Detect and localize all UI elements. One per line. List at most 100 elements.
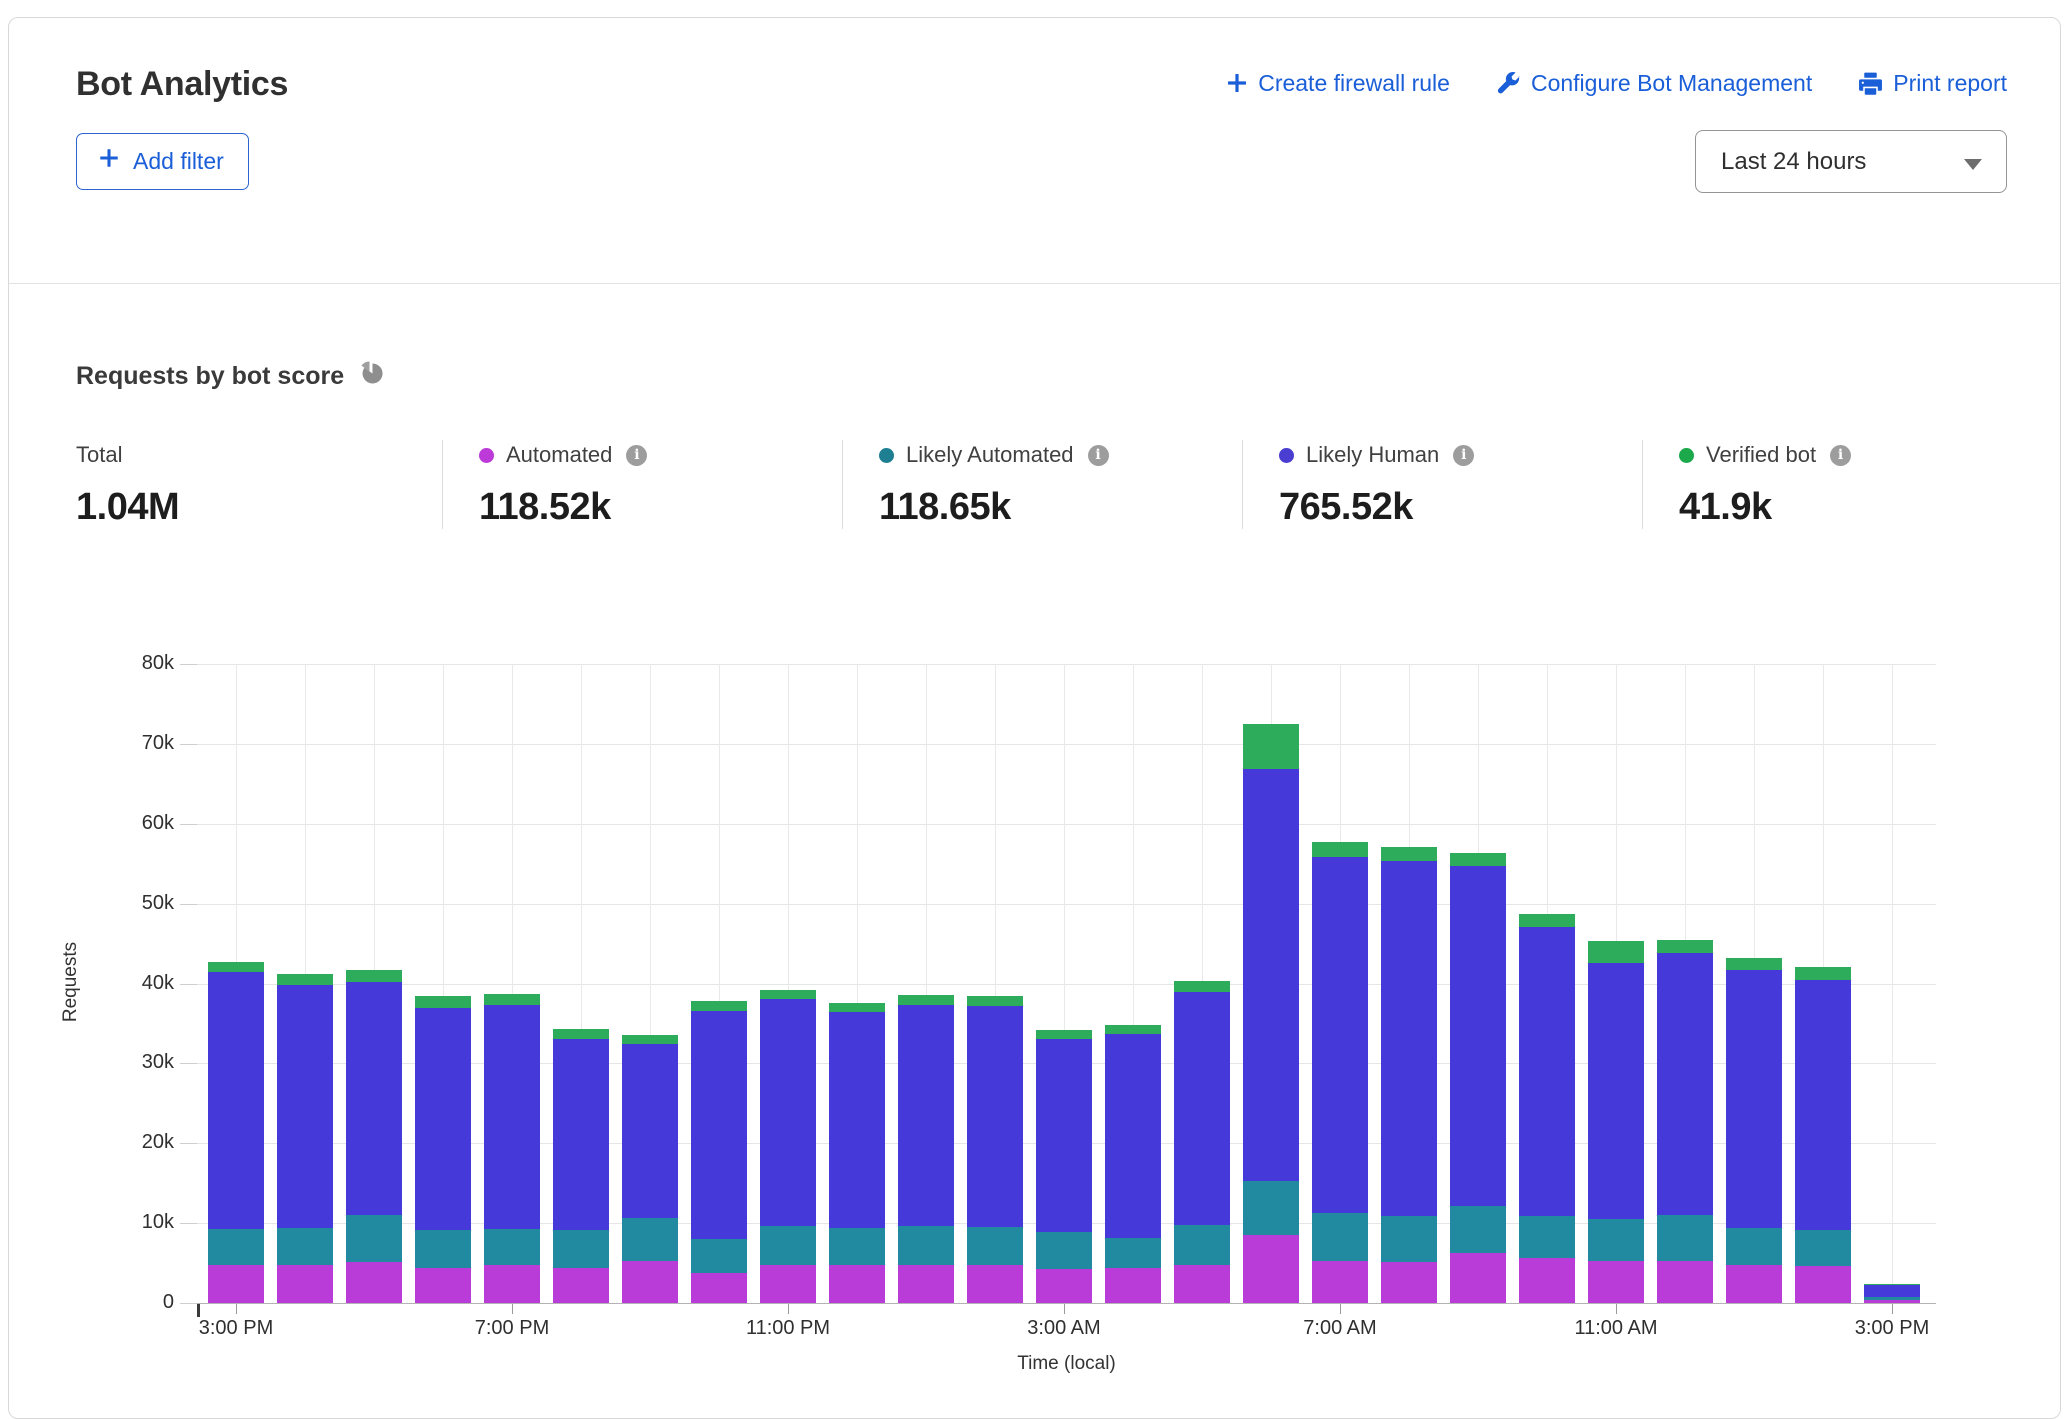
bar-segment-likely-automated[interactable] xyxy=(1174,1225,1230,1266)
bar-9-00-am[interactable] xyxy=(1450,853,1506,1303)
bar-6-00-am[interactable] xyxy=(1243,724,1299,1303)
bar-segment-likely-automated[interactable] xyxy=(967,1227,1023,1265)
bar-segment-automated[interactable] xyxy=(760,1265,816,1303)
bar-segment-likely-automated[interactable] xyxy=(553,1230,609,1268)
bar-segment-likely-automated[interactable] xyxy=(1243,1181,1299,1235)
bar-segment-likely-human[interactable] xyxy=(1105,1034,1161,1238)
bar-segment-likely-automated[interactable] xyxy=(1105,1238,1161,1268)
bar-segment-likely-human[interactable] xyxy=(1036,1039,1092,1232)
bar-segment-automated[interactable] xyxy=(1726,1265,1782,1303)
bar-segment-likely-human[interactable] xyxy=(1795,980,1851,1229)
bar-9-00-pm[interactable] xyxy=(622,1035,678,1303)
bar-segment-likely-human[interactable] xyxy=(208,972,264,1229)
bar-segment-likely-human[interactable] xyxy=(484,1005,540,1229)
bar-segment-verified-bot[interactable] xyxy=(1657,940,1713,954)
bar-segment-likely-automated[interactable] xyxy=(277,1228,333,1265)
bar-segment-likely-automated[interactable] xyxy=(1450,1206,1506,1253)
info-icon[interactable]: i xyxy=(1830,445,1851,466)
bar-segment-verified-bot[interactable] xyxy=(622,1035,678,1044)
bar-8-00-pm[interactable] xyxy=(553,1029,609,1303)
bar-segment-verified-bot[interactable] xyxy=(691,1001,747,1011)
bar-3-00-pm[interactable] xyxy=(1864,1284,1920,1303)
bar-segment-likely-automated[interactable] xyxy=(898,1226,954,1264)
bar-segment-verified-bot[interactable] xyxy=(1795,967,1851,981)
bar-segment-likely-human[interactable] xyxy=(1381,861,1437,1216)
bar-segment-likely-automated[interactable] xyxy=(1657,1215,1713,1261)
bar-7-00-am[interactable] xyxy=(1312,842,1368,1303)
bar-segment-verified-bot[interactable] xyxy=(553,1029,609,1039)
bar-segment-automated[interactable] xyxy=(1795,1266,1851,1303)
bar-segment-likely-automated[interactable] xyxy=(1312,1213,1368,1262)
bar-segment-verified-bot[interactable] xyxy=(760,990,816,999)
bar-3-00-pm[interactable] xyxy=(208,962,264,1303)
time-range-select[interactable]: Last 24 hours xyxy=(1695,130,2007,193)
bar-segment-likely-automated[interactable] xyxy=(1519,1216,1575,1258)
bar-segment-likely-human[interactable] xyxy=(1243,769,1299,1181)
bar-segment-likely-automated[interactable] xyxy=(484,1229,540,1266)
bar-segment-verified-bot[interactable] xyxy=(1036,1030,1092,1040)
bar-segment-likely-human[interactable] xyxy=(553,1039,609,1230)
bar-segment-verified-bot[interactable] xyxy=(415,996,471,1008)
bar-4-00-pm[interactable] xyxy=(277,974,333,1303)
bar-segment-verified-bot[interactable] xyxy=(1174,981,1230,991)
bar-segment-automated[interactable] xyxy=(1657,1261,1713,1303)
bar-segment-likely-human[interactable] xyxy=(1657,953,1713,1215)
bar-segment-likely-automated[interactable] xyxy=(415,1230,471,1268)
bar-segment-verified-bot[interactable] xyxy=(484,994,540,1005)
bar-segment-verified-bot[interactable] xyxy=(1312,842,1368,856)
bar-segment-likely-human[interactable] xyxy=(829,1012,885,1228)
bar-segment-verified-bot[interactable] xyxy=(1450,853,1506,866)
bar-segment-automated[interactable] xyxy=(1450,1253,1506,1303)
print-report-link[interactable]: Print report xyxy=(1858,68,2007,98)
bar-segment-likely-automated[interactable] xyxy=(829,1228,885,1265)
bar-segment-verified-bot[interactable] xyxy=(898,995,954,1005)
bar-segment-automated[interactable] xyxy=(484,1265,540,1303)
bar-segment-verified-bot[interactable] xyxy=(346,970,402,982)
bar-segment-likely-automated[interactable] xyxy=(1588,1219,1644,1261)
bar-7-00-pm[interactable] xyxy=(484,994,540,1303)
bar-segment-likely-human[interactable] xyxy=(346,982,402,1215)
bar-segment-automated[interactable] xyxy=(1036,1269,1092,1303)
bar-segment-automated[interactable] xyxy=(829,1265,885,1303)
bar-segment-automated[interactable] xyxy=(1105,1268,1161,1303)
bar-segment-likely-human[interactable] xyxy=(1588,963,1644,1219)
bar-segment-likely-human[interactable] xyxy=(1312,857,1368,1213)
bar-segment-likely-human[interactable] xyxy=(1726,970,1782,1228)
bar-segment-likely-human[interactable] xyxy=(1864,1285,1920,1298)
bar-segment-automated[interactable] xyxy=(553,1268,609,1303)
bar-5-00-am[interactable] xyxy=(1174,981,1230,1303)
bar-12-00-am[interactable] xyxy=(829,1003,885,1303)
bar-segment-verified-bot[interactable] xyxy=(1243,724,1299,769)
bar-segment-verified-bot[interactable] xyxy=(1381,847,1437,861)
bar-2-00-am[interactable] xyxy=(967,996,1023,1303)
bar-segment-likely-automated[interactable] xyxy=(691,1239,747,1273)
bar-segment-verified-bot[interactable] xyxy=(1726,958,1782,970)
add-filter-button[interactable]: Add filter xyxy=(76,133,249,190)
bar-segment-automated[interactable] xyxy=(1312,1261,1368,1303)
bar-3-00-am[interactable] xyxy=(1036,1030,1092,1303)
bar-1-00-pm[interactable] xyxy=(1726,958,1782,1303)
bar-segment-likely-human[interactable] xyxy=(691,1011,747,1239)
bar-6-00-pm[interactable] xyxy=(415,996,471,1303)
bar-5-00-pm[interactable] xyxy=(346,970,402,1303)
bar-segment-likely-automated[interactable] xyxy=(1381,1216,1437,1262)
bar-segment-likely-automated[interactable] xyxy=(1726,1228,1782,1266)
bar-10-00-am[interactable] xyxy=(1519,914,1575,1303)
bar-segment-automated[interactable] xyxy=(1588,1261,1644,1303)
bar-segment-automated[interactable] xyxy=(346,1262,402,1303)
bar-segment-likely-human[interactable] xyxy=(967,1006,1023,1227)
configure-bot-management-link[interactable]: Configure Bot Management xyxy=(1496,68,1812,98)
bar-segment-automated[interactable] xyxy=(1381,1262,1437,1303)
bar-segment-automated[interactable] xyxy=(691,1273,747,1303)
bar-segment-likely-human[interactable] xyxy=(622,1044,678,1218)
bar-segment-automated[interactable] xyxy=(1864,1300,1920,1303)
bar-segment-likely-human[interactable] xyxy=(277,985,333,1228)
bar-segment-automated[interactable] xyxy=(622,1261,678,1303)
create-firewall-rule-link[interactable]: Create firewall rule xyxy=(1226,68,1450,98)
info-icon[interactable]: i xyxy=(1088,445,1109,466)
bar-segment-verified-bot[interactable] xyxy=(1105,1025,1161,1034)
bar-segment-likely-human[interactable] xyxy=(1174,992,1230,1225)
bar-segment-automated[interactable] xyxy=(898,1265,954,1303)
bar-2-00-pm[interactable] xyxy=(1795,967,1851,1303)
bar-segment-likely-automated[interactable] xyxy=(760,1226,816,1264)
